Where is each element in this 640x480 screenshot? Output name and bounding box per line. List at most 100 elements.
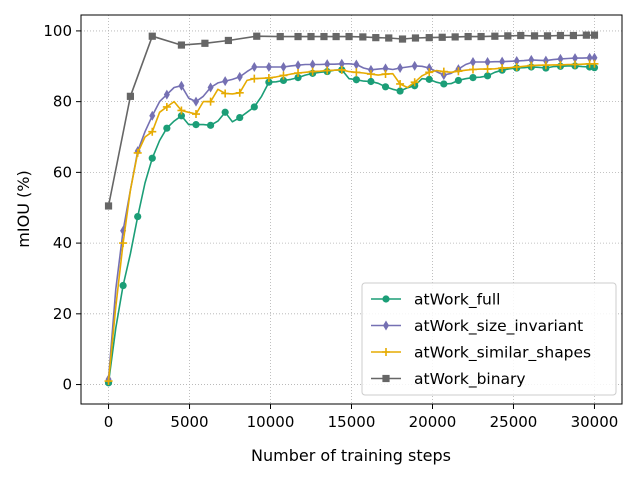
data-point bbox=[586, 52, 593, 63]
legend-marker bbox=[382, 348, 390, 356]
data-point bbox=[439, 67, 448, 76]
legend-frame bbox=[361, 282, 617, 396]
data-point bbox=[294, 68, 303, 77]
data-point bbox=[332, 32, 340, 41]
data-point bbox=[236, 113, 244, 122]
data-point bbox=[280, 61, 287, 72]
data-point bbox=[541, 61, 550, 70]
data-point bbox=[426, 63, 433, 74]
data-point bbox=[571, 60, 580, 69]
y-tick-label: 60 bbox=[53, 163, 72, 181]
legend: atWork_full atWork_size_invariant atWork_s… bbox=[361, 282, 617, 396]
data-point bbox=[572, 53, 579, 64]
legend-label: atWork_size_invariant bbox=[414, 317, 583, 336]
legend-item: atWork_size_invariant bbox=[371, 317, 583, 336]
data-point bbox=[512, 62, 521, 71]
data-point bbox=[372, 34, 380, 42]
data-point bbox=[192, 110, 201, 119]
data-point bbox=[148, 32, 156, 40]
data-point bbox=[527, 61, 536, 70]
x-tick-label: 10000 bbox=[247, 413, 295, 431]
data-point bbox=[484, 57, 491, 68]
legend-marker bbox=[383, 320, 389, 331]
data-point bbox=[177, 106, 186, 115]
data-point bbox=[345, 32, 353, 41]
data-point bbox=[352, 76, 360, 84]
data-point bbox=[264, 73, 273, 82]
data-point bbox=[396, 87, 404, 95]
data-point bbox=[411, 60, 418, 71]
legend-marker bbox=[382, 295, 390, 303]
data-point bbox=[410, 78, 419, 87]
legend-label: atWork_similar_shapes bbox=[414, 344, 591, 363]
data-point bbox=[119, 281, 127, 290]
data-point bbox=[469, 73, 477, 82]
data-point bbox=[591, 52, 598, 63]
data-point bbox=[250, 103, 258, 111]
data-point bbox=[104, 202, 113, 210]
x-tick-label: 5000 bbox=[170, 413, 208, 431]
series-atWork_binary bbox=[104, 31, 599, 210]
data-point bbox=[477, 32, 485, 41]
data-point bbox=[177, 112, 186, 120]
data-point bbox=[425, 68, 434, 77]
data-point bbox=[192, 121, 200, 129]
data-point bbox=[530, 32, 539, 40]
data-point bbox=[162, 102, 171, 111]
data-point bbox=[440, 80, 448, 88]
data-point bbox=[148, 154, 156, 162]
data-point bbox=[513, 55, 520, 66]
data-point bbox=[397, 63, 404, 74]
data-point bbox=[454, 67, 463, 76]
data-point bbox=[367, 77, 375, 86]
data-point bbox=[279, 76, 288, 85]
legend-item: atWork_binary bbox=[371, 370, 526, 389]
data-point bbox=[193, 96, 200, 107]
data-point bbox=[464, 32, 472, 41]
data-point bbox=[411, 34, 420, 42]
data-point bbox=[504, 32, 512, 40]
data-point bbox=[308, 67, 317, 76]
data-point bbox=[236, 71, 243, 82]
data-point bbox=[451, 33, 459, 41]
data-point bbox=[294, 32, 302, 41]
data-point bbox=[163, 124, 171, 132]
data-point bbox=[425, 34, 433, 42]
data-point bbox=[149, 110, 156, 121]
y-tick-label: 100 bbox=[43, 22, 72, 40]
data-point bbox=[207, 82, 214, 93]
data-point bbox=[338, 58, 345, 69]
legend-label: atWork_binary bbox=[414, 370, 526, 389]
y-tick-label: 80 bbox=[53, 93, 72, 111]
y-tick-label: 40 bbox=[53, 234, 72, 252]
data-point bbox=[221, 89, 230, 98]
data-point bbox=[454, 76, 463, 85]
data-point bbox=[590, 31, 599, 39]
data-point bbox=[381, 83, 390, 91]
data-point bbox=[352, 68, 361, 77]
data-point bbox=[250, 74, 259, 83]
axis-ticks: 0 5000 10000 15000 20000 25000 30000 0 20 40 60 80 1… bbox=[43, 22, 618, 431]
legend-item: atWork_full bbox=[371, 291, 500, 310]
data-point bbox=[134, 212, 142, 221]
data-point bbox=[178, 80, 185, 91]
data-point bbox=[468, 65, 477, 74]
data-point bbox=[224, 36, 232, 45]
y-axis-label: mIOU (%) bbox=[14, 170, 33, 247]
data-point bbox=[517, 31, 525, 40]
data-point bbox=[385, 34, 393, 42]
data-point bbox=[425, 75, 433, 83]
data-point bbox=[543, 32, 552, 40]
data-point bbox=[163, 89, 170, 100]
x-tick-label: 25000 bbox=[490, 413, 538, 431]
data-point bbox=[295, 60, 302, 71]
data-point bbox=[382, 63, 389, 74]
data-point bbox=[324, 59, 331, 70]
data-point bbox=[294, 73, 302, 82]
data-point bbox=[279, 71, 288, 80]
data-point bbox=[222, 76, 229, 87]
data-point bbox=[148, 127, 157, 136]
data-point bbox=[366, 70, 375, 79]
data-point bbox=[251, 61, 258, 72]
